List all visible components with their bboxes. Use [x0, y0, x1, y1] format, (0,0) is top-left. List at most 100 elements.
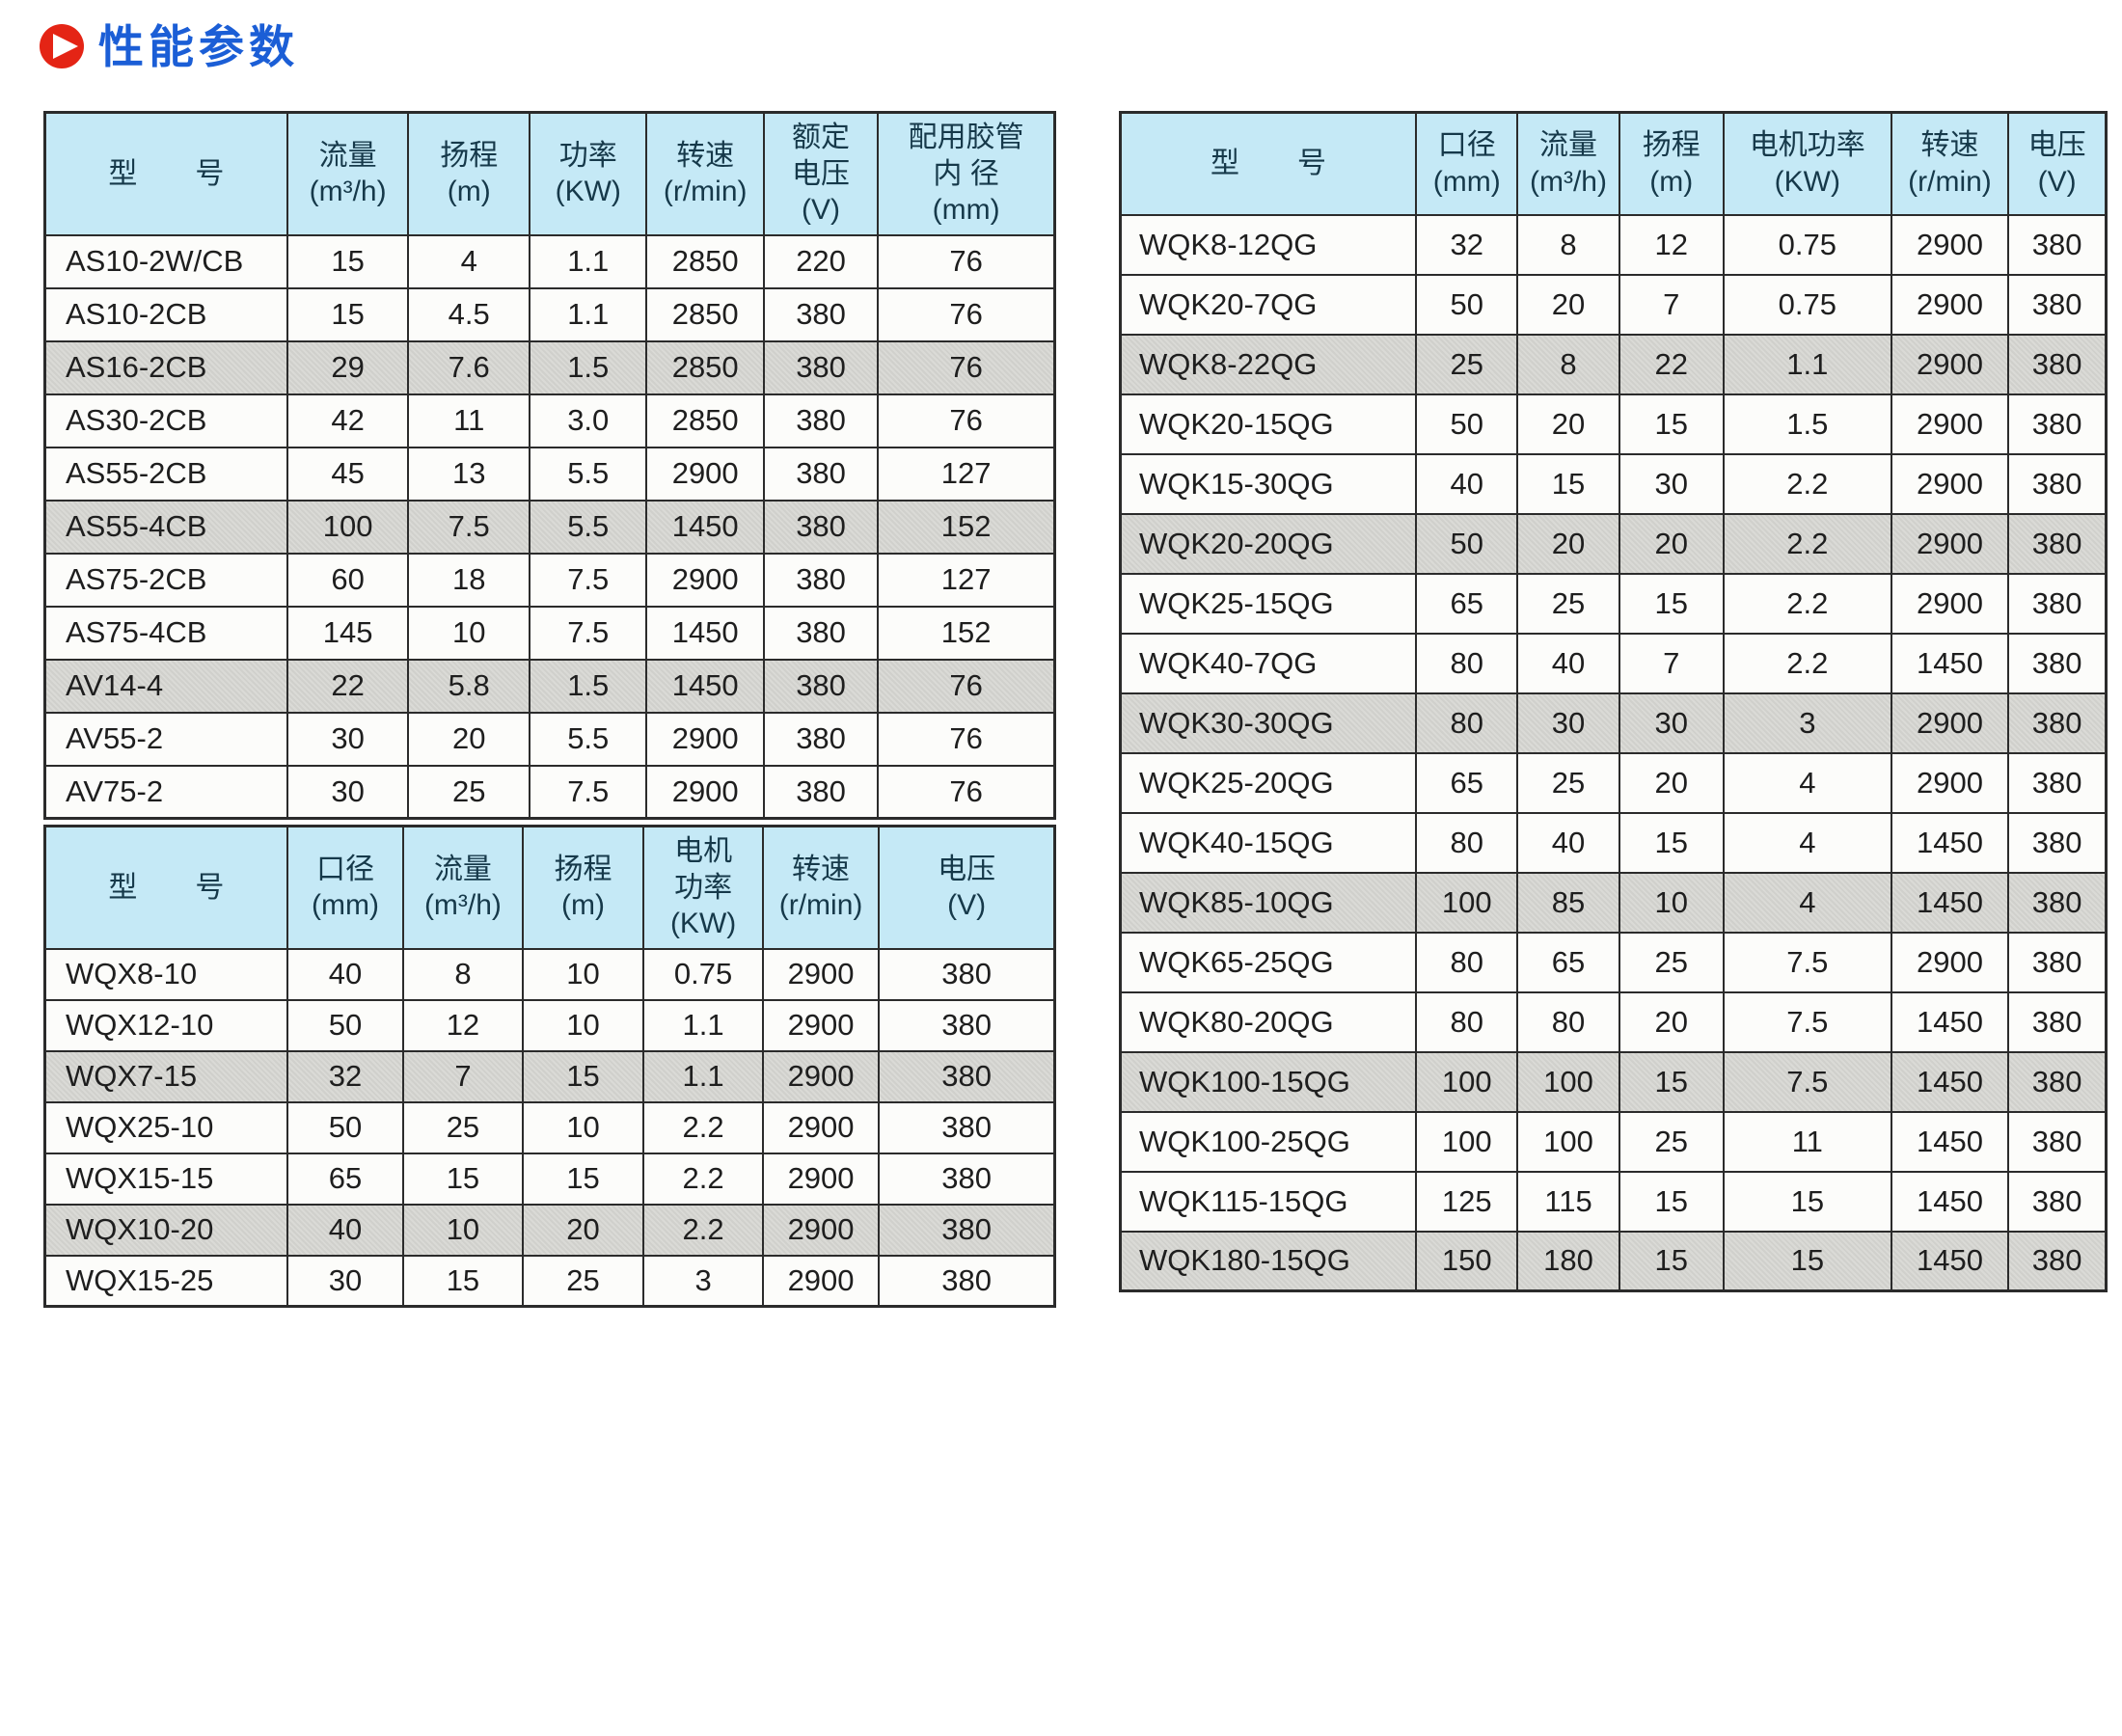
value-cell: 380	[2007, 572, 2108, 635]
value-cell: 15	[521, 1152, 645, 1206]
value-cell: 2900	[1890, 572, 2010, 635]
value-cell: 2850	[645, 233, 765, 289]
value-cell: 380	[762, 339, 880, 395]
value-cell: 2.2	[1722, 512, 1892, 575]
value-cell: 76	[877, 339, 1056, 395]
wqx-series-performance-table: 型 号口径 (mm) 流量 (m³/h) 扬程 (m) 电机 功率 (KW) 转速 (r…	[43, 825, 1056, 1308]
value-cell: 60	[286, 552, 410, 608]
value-cell: 65	[1415, 751, 1519, 814]
value-cell: 380	[2007, 692, 2108, 754]
table-row: WQX8-10 40 8 10 0.75 2900 380	[43, 947, 1056, 1001]
value-cell: 380	[2007, 811, 2108, 874]
value-cell: 15	[1516, 452, 1620, 515]
table-row: WQK15-30QG 40 15 30 2.2 2900 380	[1119, 452, 2108, 515]
value-cell: 80	[1516, 990, 1620, 1053]
value-cell: 380	[2007, 990, 2108, 1053]
value-cell: 18	[407, 552, 531, 608]
value-cell: 3	[642, 1254, 764, 1308]
value-cell: 380	[878, 947, 1056, 1001]
value-cell: 2850	[645, 286, 765, 342]
table-row: WQK8-12QG 32 8 12 0.75 2900 380	[1119, 213, 2108, 276]
wqk-series-performance-table: 型 号口径 (mm) 流量 (m³/h) 扬程 (m) 电机功率 (KW) 转速 (r/…	[1119, 111, 2108, 1292]
value-cell: 380	[2007, 273, 2108, 336]
value-cell: 3.0	[529, 393, 648, 448]
value-cell: 380	[762, 446, 880, 502]
value-cell: 22	[286, 658, 410, 714]
value-cell: 100	[1516, 1050, 1620, 1113]
value-cell: 15	[1722, 1230, 1892, 1292]
column-header: 口径 (mm)	[1415, 111, 1519, 216]
value-cell: 15	[286, 233, 410, 289]
table-row: AS16-2CB 29 7.6 1.5 2850 380 76	[43, 339, 1056, 395]
column-header: 扬程 (m)	[521, 825, 645, 950]
value-cell: 25	[521, 1254, 645, 1308]
header-row: 型 号口径 (mm) 流量 (m³/h) 扬程 (m) 电机功率 (KW) 转速 (r/…	[1119, 111, 2108, 216]
value-cell: 2900	[1890, 213, 2010, 276]
value-cell: 2900	[645, 552, 765, 608]
table-row: WQX10-20 40 10 20 2.2 2900 380	[43, 1203, 1056, 1257]
value-cell: 80	[1415, 811, 1519, 874]
value-cell: 50	[286, 1100, 405, 1154]
header-row: 型 号流量 (m³/h) 扬程 (m) 功率 (KW) 转速 (r/min) 额定 电压…	[43, 111, 1056, 236]
value-cell: 2850	[645, 393, 765, 448]
value-cell: 80	[1415, 931, 1519, 993]
model-cell: WQK65-25QG	[1119, 931, 1418, 993]
value-cell: 3	[1722, 692, 1892, 754]
value-cell: 1450	[645, 658, 765, 714]
value-cell: 100	[1415, 871, 1519, 934]
model-cell: WQK80-20QG	[1119, 990, 1418, 1053]
value-cell: 20	[521, 1203, 645, 1257]
value-cell: 15	[1618, 1050, 1725, 1113]
value-cell: 22	[1618, 333, 1725, 395]
model-cell: WQK115-15QG	[1119, 1170, 1418, 1233]
value-cell: 30	[1516, 692, 1620, 754]
model-cell: WQX8-10	[43, 947, 288, 1001]
table-row: WQK8-22QG 25 8 22 1.1 2900 380	[1119, 333, 2108, 395]
column-header: 转速 (r/min)	[1890, 111, 2010, 216]
value-cell: 2900	[1890, 273, 2010, 336]
value-cell: 15	[286, 286, 410, 342]
value-cell: 2900	[761, 1203, 881, 1257]
value-cell: 7.5	[529, 605, 648, 661]
value-cell: 2.2	[1722, 572, 1892, 635]
value-cell: 76	[877, 764, 1056, 820]
value-cell: 2900	[645, 446, 765, 502]
value-cell: 380	[2007, 213, 2108, 276]
value-cell: 50	[1415, 273, 1519, 336]
value-cell: 10	[407, 605, 531, 661]
value-cell: 380	[762, 605, 880, 661]
value-cell: 1450	[1890, 632, 2010, 694]
value-cell: 10	[402, 1203, 524, 1257]
value-cell: 2900	[1890, 333, 2010, 395]
value-cell: 2.2	[642, 1100, 764, 1154]
column-header: 配用胶管 内 径 (mm)	[877, 111, 1056, 236]
value-cell: 76	[877, 393, 1056, 448]
table-row: WQK30-30QG 80 30 30 3 2900 380	[1119, 692, 2108, 754]
value-cell: 2900	[645, 711, 765, 767]
value-cell: 10	[521, 1100, 645, 1154]
model-cell: WQK40-7QG	[1119, 632, 1418, 694]
value-cell: 100	[286, 499, 410, 555]
value-cell: 2900	[645, 764, 765, 820]
value-cell: 7	[1618, 273, 1725, 336]
table-row: AS10-2W/CB 15 4 1.1 2850 220 76	[43, 233, 1056, 289]
value-cell: 1.5	[529, 339, 648, 395]
value-cell: 20	[1618, 990, 1725, 1053]
value-cell: 11	[1722, 1110, 1892, 1173]
value-cell: 380	[762, 499, 880, 555]
value-cell: 152	[877, 499, 1056, 555]
value-cell: 127	[877, 552, 1056, 608]
value-cell: 1450	[1890, 871, 2010, 934]
value-cell: 2900	[761, 1152, 881, 1206]
value-cell: 30	[286, 1254, 405, 1308]
value-cell: 1.5	[529, 658, 648, 714]
value-cell: 13	[407, 446, 531, 502]
value-cell: 100	[1516, 1110, 1620, 1173]
model-cell: WQK15-30QG	[1119, 452, 1418, 515]
model-cell: WQK20-7QG	[1119, 273, 1418, 336]
value-cell: 15	[1722, 1170, 1892, 1233]
value-cell: 380	[2007, 1110, 2108, 1173]
table-row: AV14-4 22 5.8 1.5 1450 380 76	[43, 658, 1056, 714]
table-row: AV75-2 30 25 7.5 2900 380 76	[43, 764, 1056, 820]
value-cell: 0.75	[1722, 273, 1892, 336]
